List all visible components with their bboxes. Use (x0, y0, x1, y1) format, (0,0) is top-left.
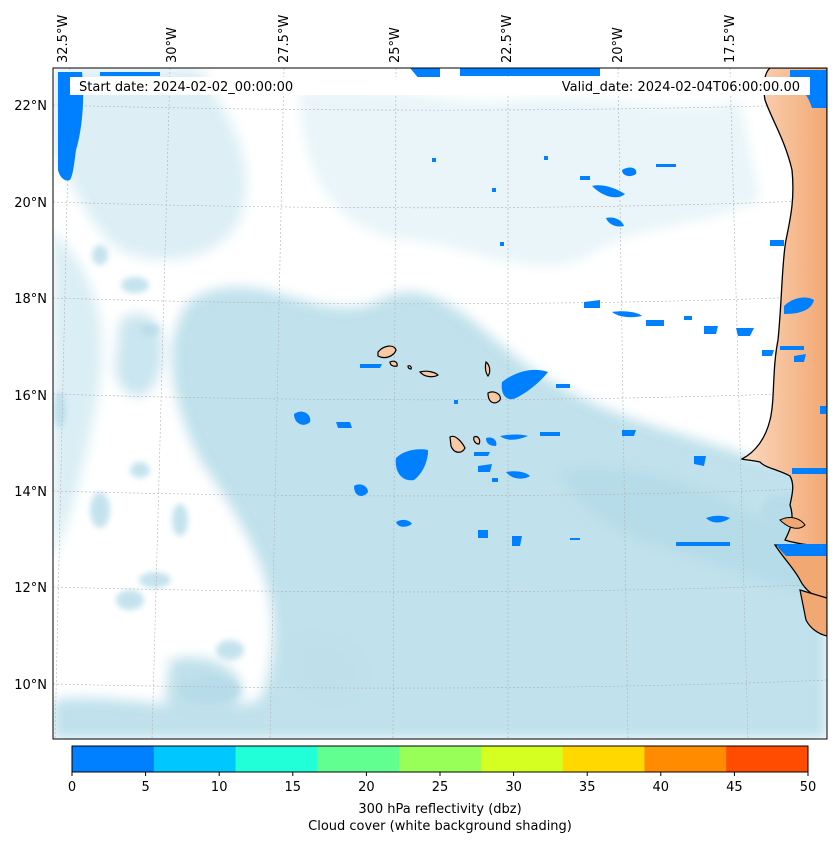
info-strip (70, 77, 810, 95)
colorbar-tick-label: 15 (285, 780, 302, 795)
latitude-labels: 22°N 20°N 18°N 16°N 14°N 12°N 10°N (14, 99, 47, 693)
valid-date-label: Valid_date: 2024-02-04T06:00:00.00 (562, 80, 800, 95)
colorbar-segment (726, 746, 809, 772)
lon-label: 27.5°W (277, 15, 292, 63)
lon-label: 32.5°W (56, 15, 71, 63)
cape-verde-islands (377, 345, 501, 456)
colorbar-title: 300 hPa reflectivity (dbz) (358, 802, 521, 817)
colorbar-segment (317, 746, 400, 772)
colorbar: 0 5 10 15 20 25 30 35 40 45 50 300 hPa reflectivit… (68, 745, 816, 834)
colorbar-tick-label: 45 (726, 780, 743, 795)
lon-label: 25°W (388, 27, 403, 63)
lon-label: 30°W (165, 27, 180, 63)
cloud-cover-shading (53, 68, 827, 739)
lat-label: 16°N (14, 389, 47, 404)
lat-label: 14°N (14, 485, 47, 500)
lat-label: 12°N (14, 581, 47, 596)
colorbar-segment (235, 746, 318, 772)
island-boa-vista (487, 391, 501, 404)
graticule (53, 68, 827, 739)
island-maio (473, 435, 481, 445)
island-santiago (449, 435, 466, 453)
colorbar-tick-label: 20 (358, 780, 375, 795)
lon-label: 22.5°W (500, 15, 515, 63)
map-border (52, 67, 828, 740)
colorbar-tick-label: 50 (800, 780, 817, 795)
longitude-labels: 32.5°W 30°W 27.5°W 25°W 22.5°W 20°W 17.5… (56, 15, 738, 63)
colorbar-segment (399, 746, 482, 772)
island-santa-luzia (407, 365, 412, 370)
colorbar-segment (153, 746, 237, 772)
colorbar-tick-label: 10 (211, 780, 228, 795)
island-sao-vicente (389, 360, 398, 367)
colorbar-tick-label: 0 (68, 780, 76, 795)
start-date-label: Start date: 2024-02-02_00:00:00 (79, 80, 293, 95)
colorbar-segment (72, 746, 155, 772)
colorbar-segment (562, 746, 645, 772)
colorbar-tick-label: 40 (653, 780, 670, 795)
island-santo-antao (377, 345, 397, 359)
map-area (53, 68, 827, 739)
colorbar-tick-label: 25 (432, 780, 449, 795)
island-sao-nicolau (418, 370, 439, 378)
lon-label: 20°W (611, 27, 626, 63)
colorbar-tick-label: 30 (505, 780, 522, 795)
lat-label: 18°N (14, 292, 47, 307)
colorbar-subtitle: Cloud cover (white background shading) (308, 819, 572, 834)
lat-label: 20°N (14, 196, 47, 211)
colorbar-tick-label: 35 (579, 780, 596, 795)
reflectivity-cells (58, 68, 827, 556)
colorbar-segment (644, 746, 727, 772)
lat-label: 10°N (14, 678, 47, 693)
colorbar-segments (72, 746, 809, 772)
colorbar-segment (480, 746, 564, 772)
lon-label: 17.5°W (723, 15, 738, 63)
colorbar-tick-label: 5 (141, 780, 149, 795)
colorbar-ticks: 0 5 10 15 20 25 30 35 40 45 50 (68, 772, 816, 795)
island-sal (484, 360, 491, 378)
lat-label: 22°N (14, 99, 47, 114)
